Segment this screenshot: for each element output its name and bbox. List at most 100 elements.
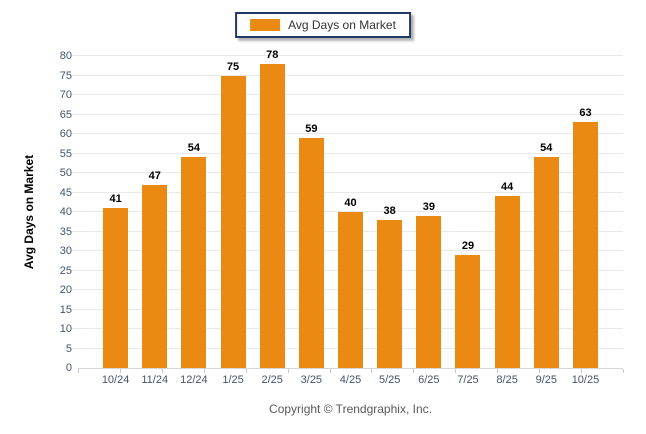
y-axis-tick-label: 40 (59, 206, 72, 218)
x-axis-tick-label: 10/24 (101, 374, 130, 386)
gridline (72, 113, 623, 115)
x-axis-tick-mark (329, 369, 331, 373)
x-axis-tick-mark (413, 369, 415, 373)
bar-11/24: 47 (142, 170, 168, 368)
x-axis-tick-mark (581, 369, 583, 373)
x-axis-tick-mark (78, 369, 79, 373)
bar-value-label: 44 (501, 181, 514, 194)
bar-10/25: 63 (572, 107, 598, 368)
bar-5/25: 38 (377, 205, 403, 368)
x-axis-tick-mark (455, 369, 457, 373)
gridline (72, 55, 623, 56)
bar-value-label: 38 (383, 204, 396, 217)
legend-label: Avg Days on Market (288, 18, 396, 32)
x-axis-tick-mark (119, 369, 121, 373)
bar-8/25: 44 (494, 181, 520, 368)
y-axis-tick-labels: 0 5 10 15 20 25 30 35 40 45 50 55 60 65 70 75 80 (0, 50, 72, 374)
bar-4/25: 40 (338, 197, 364, 368)
gridline (72, 152, 623, 154)
x-axis-tick-mark (623, 369, 624, 373)
x-axis-tick-mark (287, 369, 289, 373)
x-axis-tick-label: 2/25 (261, 374, 283, 386)
bar-value-label: 39 (422, 200, 435, 213)
bar-value-label: 78 (266, 48, 279, 61)
bar-value-label: 63 (579, 107, 592, 120)
bar-cell: 29 (448, 56, 487, 368)
x-axis-tick-label: 3/25 (300, 374, 323, 386)
bar-cell: 40 (331, 56, 370, 368)
bar-cell: 54 (174, 56, 213, 368)
y-axis-tick-label: 20 (59, 284, 72, 296)
gridline (72, 74, 623, 76)
gridline (72, 172, 623, 173)
x-axis-tick-mark (161, 369, 163, 373)
gridline (72, 133, 623, 134)
y-axis-tick-label: 60 (59, 128, 72, 140)
bar-value-label: 40 (344, 197, 357, 209)
bar-value-label: 47 (148, 169, 161, 182)
x-axis-tick-label: 5/25 (378, 374, 401, 386)
x-axis-tick-label: 12/24 (180, 374, 208, 386)
bar-value-label: 41 (109, 193, 122, 206)
x-axis-tick-label: 7/25 (457, 374, 479, 386)
bar-value-label: 54 (187, 142, 201, 155)
y-axis-tick-label: 10 (59, 323, 72, 335)
x-axis-tick-mark (245, 369, 247, 373)
bar-cell: 59 (292, 56, 331, 368)
x-axis-tick-label: 10/25 (571, 374, 600, 386)
gridline (72, 94, 623, 95)
bars-container: 41 47 54 75 78 59 40 38 39 29 44 54 63 (78, 49, 623, 368)
x-axis-tick-mark (497, 369, 499, 373)
bar-9/25: 54 (533, 142, 559, 368)
y-axis-tick-label: 0 (65, 362, 72, 374)
y-axis-tick-label: 30 (59, 245, 72, 257)
bar-cell: 41 (96, 56, 135, 368)
x-axis-tick-label: 4/25 (339, 374, 362, 386)
x-axis-tick-label: 11/24 (141, 374, 169, 386)
y-axis-tick-label: 35 (59, 225, 72, 238)
y-axis-tick-label: 80 (59, 50, 72, 62)
bar-cell: 39 (409, 56, 448, 368)
y-axis-tick-label: 45 (59, 186, 72, 199)
plot-area: 41 47 54 75 78 59 40 38 39 29 44 54 63 (72, 49, 624, 373)
x-axis-tick-labels: 10/24 11/24 12/24 1/25 2/25 3/25 4/25 5/25 6/25 7… (78, 374, 623, 386)
bar-2/25: 78 (259, 49, 285, 368)
bar-value-label: 75 (226, 60, 240, 73)
x-axis-tick-mark (539, 369, 541, 373)
gridline (72, 211, 623, 212)
x-axis-tick-label: 6/25 (418, 374, 440, 386)
y-axis-tick-label: 50 (59, 167, 72, 179)
x-axis-tick-label: 1/25 (222, 374, 244, 386)
x-axis-tick-label: 8/25 (496, 374, 518, 386)
bar-3/25: 59 (298, 123, 324, 368)
x-axis-tick-mark (371, 369, 373, 373)
bar-cell: 63 (566, 56, 605, 368)
bar-7/25: 29 (455, 240, 481, 368)
bar-cell: 54 (527, 56, 566, 368)
y-axis-tick-label: 55 (59, 147, 72, 160)
y-axis-tick-label: 75 (59, 69, 72, 82)
y-axis-tick-label: 5 (65, 342, 72, 355)
y-axis-tick-label: 15 (59, 303, 72, 316)
bar-6/25: 39 (416, 201, 442, 368)
bar-value-label: 54 (540, 142, 553, 155)
x-axis-tick-mark (203, 369, 205, 373)
bar-12/24: 54 (181, 142, 207, 368)
x-axis-tick-label: 9/25 (535, 374, 557, 386)
bar-cell: 44 (488, 56, 527, 368)
gridline (72, 191, 623, 193)
legend: Avg Days on Market (235, 12, 411, 38)
bar-1/25: 75 (220, 61, 246, 368)
copyright-text: Copyright © Trendgraphix, Inc. (269, 402, 432, 416)
bar-cell: 75 (213, 56, 252, 368)
bar-cell: 78 (253, 49, 292, 368)
y-axis-tick-label: 70 (59, 89, 72, 101)
bar-10/24: 41 (103, 193, 129, 368)
bar-value-label: 29 (461, 239, 475, 252)
bar-value-label: 59 (305, 122, 318, 135)
y-axis-tick-label: 25 (59, 264, 72, 277)
legend-swatch-icon (250, 19, 281, 31)
y-axis-tick-label: 65 (59, 108, 72, 121)
bar-cell: 38 (370, 56, 409, 368)
